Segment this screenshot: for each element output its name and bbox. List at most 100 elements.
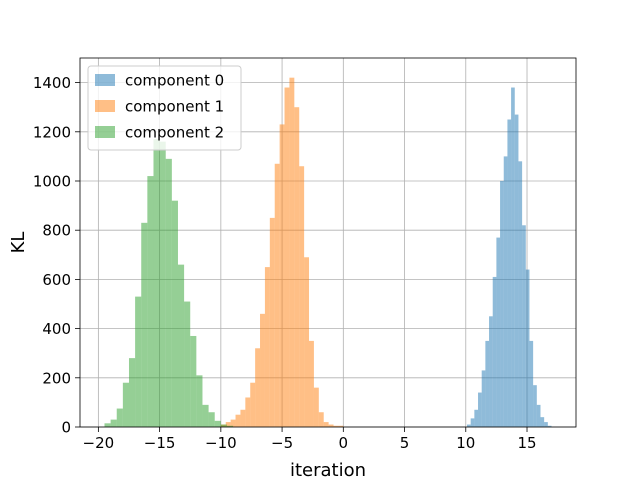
histogram-bar [503, 156, 508, 427]
histogram-bar [496, 237, 501, 427]
x-tick-label: −15 [144, 434, 176, 452]
legend-label: component 1 [125, 98, 224, 116]
histogram-bar [104, 423, 111, 427]
histogram-bar [159, 141, 166, 427]
histogram-bars [104, 77, 552, 428]
series-1-bars [220, 77, 344, 428]
histogram-bar [333, 425, 339, 427]
histogram-bar [171, 200, 178, 427]
histogram-bar [323, 422, 329, 427]
histogram-bar [284, 87, 290, 428]
y-axis-ticks: 0 200 400 600 800 1000 1200 1400 [33, 74, 80, 437]
y-tick-label: 200 [42, 369, 71, 387]
histogram-bar [153, 139, 160, 427]
histogram-bar [492, 276, 497, 427]
legend-label: component 2 [125, 124, 224, 142]
histogram-bar [309, 340, 314, 427]
legend-swatch [95, 74, 115, 86]
y-tick-label: 0 [61, 419, 71, 437]
legend-swatch [95, 126, 115, 138]
x-axis-label: iteration [290, 460, 366, 480]
histogram-bar [467, 424, 471, 427]
histogram-bar [511, 87, 515, 428]
x-tick-label: 10 [456, 434, 475, 452]
histogram-bar [135, 296, 142, 427]
x-tick-label: 15 [517, 434, 536, 452]
histogram-bar [225, 422, 231, 427]
histogram-bar [226, 425, 234, 427]
histogram-bar [318, 412, 324, 427]
histogram-bar [481, 370, 486, 427]
histogram-bar [220, 424, 227, 427]
legend-swatch [95, 100, 115, 112]
y-tick-label: 1200 [33, 123, 71, 141]
histogram-bar [165, 158, 172, 428]
histogram-bar [313, 387, 319, 427]
histogram-bar [540, 417, 545, 427]
histogram-bar [214, 420, 221, 427]
histogram-bar [299, 166, 305, 428]
histogram-bar [184, 301, 191, 427]
y-tick-label: 1400 [33, 74, 71, 92]
histogram-bar [177, 264, 185, 427]
histogram-bar [547, 425, 552, 427]
histogram-bar [274, 163, 280, 427]
histogram-bar [116, 408, 123, 427]
histogram-bar [141, 222, 148, 427]
histogram-bar [522, 225, 526, 427]
histogram-bar [485, 340, 490, 427]
y-axis-label: KL [8, 232, 29, 254]
series-2-bars [104, 139, 234, 428]
histogram-bar [544, 422, 548, 427]
histogram-bar [128, 358, 136, 427]
histogram-bar [518, 161, 523, 427]
histogram-bar [196, 375, 203, 427]
histogram-bar [514, 114, 519, 427]
x-tick-label: −5 [271, 434, 293, 452]
histogram-bar [507, 119, 512, 427]
histogram-bar [208, 412, 215, 427]
histogram-bar [235, 414, 241, 427]
histogram-bar [525, 269, 530, 427]
y-tick-label: 400 [42, 320, 71, 338]
legend: component 0 component 1 component 2 [87, 65, 242, 151]
histogram-bar [289, 77, 295, 428]
histogram-bar [250, 382, 256, 427]
histogram-bar [269, 217, 275, 427]
histogram-bar [245, 397, 251, 427]
histogram-bar [202, 404, 209, 427]
histogram-bar [500, 181, 504, 427]
x-tick-label: −20 [83, 434, 115, 452]
histogram-bar [338, 425, 344, 427]
legend-box [87, 65, 242, 151]
histogram-bar [264, 267, 270, 427]
histogram-bar [489, 316, 493, 427]
histogram-bar [147, 176, 154, 427]
histogram-bar [110, 419, 117, 427]
y-tick-label: 600 [42, 271, 71, 289]
histogram-bar [304, 257, 310, 427]
histogram-bar [529, 340, 534, 427]
histogram-bar [240, 409, 246, 427]
histogram-bar [260, 313, 265, 427]
histogram-bar [474, 409, 479, 427]
legend-label: component 0 [125, 72, 224, 90]
histogram-bar [328, 424, 334, 427]
x-tick-label: 0 [339, 434, 349, 452]
y-tick-label: 1000 [33, 173, 71, 191]
histogram-bar [190, 335, 197, 427]
histogram-bar [279, 124, 285, 428]
histogram-bar [470, 418, 475, 427]
histogram-bar [294, 107, 300, 427]
histogram-bar [536, 404, 541, 427]
y-tick-label: 800 [42, 222, 71, 240]
histogram-bar [478, 392, 482, 427]
x-axis-ticks: −20 −15 −10 −5 0 5 10 15 [83, 427, 537, 452]
histogram-bar [122, 382, 129, 427]
series-0-bars [467, 87, 552, 428]
histogram-bar [255, 348, 261, 427]
x-tick-label: 5 [400, 434, 410, 452]
histogram-bar [230, 419, 236, 427]
plot-frame [79, 57, 577, 428]
